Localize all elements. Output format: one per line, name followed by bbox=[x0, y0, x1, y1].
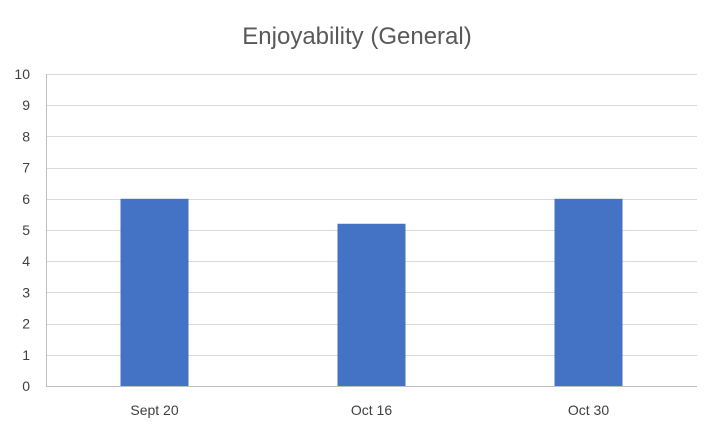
y-tick-label: 9 bbox=[22, 97, 30, 113]
y-tick-label: 8 bbox=[22, 128, 30, 144]
y-tick-label: 0 bbox=[22, 378, 30, 394]
y-tick-label: 6 bbox=[22, 191, 30, 207]
bar-oct-30 bbox=[554, 198, 623, 386]
bar-sept-20 bbox=[120, 198, 189, 386]
chart-title: Enjoyability (General) bbox=[242, 23, 471, 50]
x-tick-label: Sept 20 bbox=[130, 402, 178, 418]
x-tick-label: Oct 30 bbox=[568, 402, 609, 418]
x-tick-label: Oct 16 bbox=[351, 402, 392, 418]
y-tick-label: 10 bbox=[14, 66, 30, 82]
y-tick-label: 5 bbox=[22, 222, 30, 238]
bars bbox=[120, 198, 623, 386]
x-axis-tick-labels: Sept 20 Oct 16 Oct 30 bbox=[130, 402, 609, 418]
y-tick-label: 1 bbox=[22, 347, 30, 363]
y-axis-tick-labels: 0 1 2 3 4 5 6 7 8 9 10 bbox=[14, 66, 30, 394]
bar-oct-16 bbox=[337, 223, 406, 386]
y-tick-label: 7 bbox=[22, 160, 30, 176]
y-tick-label: 4 bbox=[22, 253, 30, 269]
y-tick-label: 2 bbox=[22, 316, 30, 332]
y-tick-label: 3 bbox=[22, 284, 30, 300]
